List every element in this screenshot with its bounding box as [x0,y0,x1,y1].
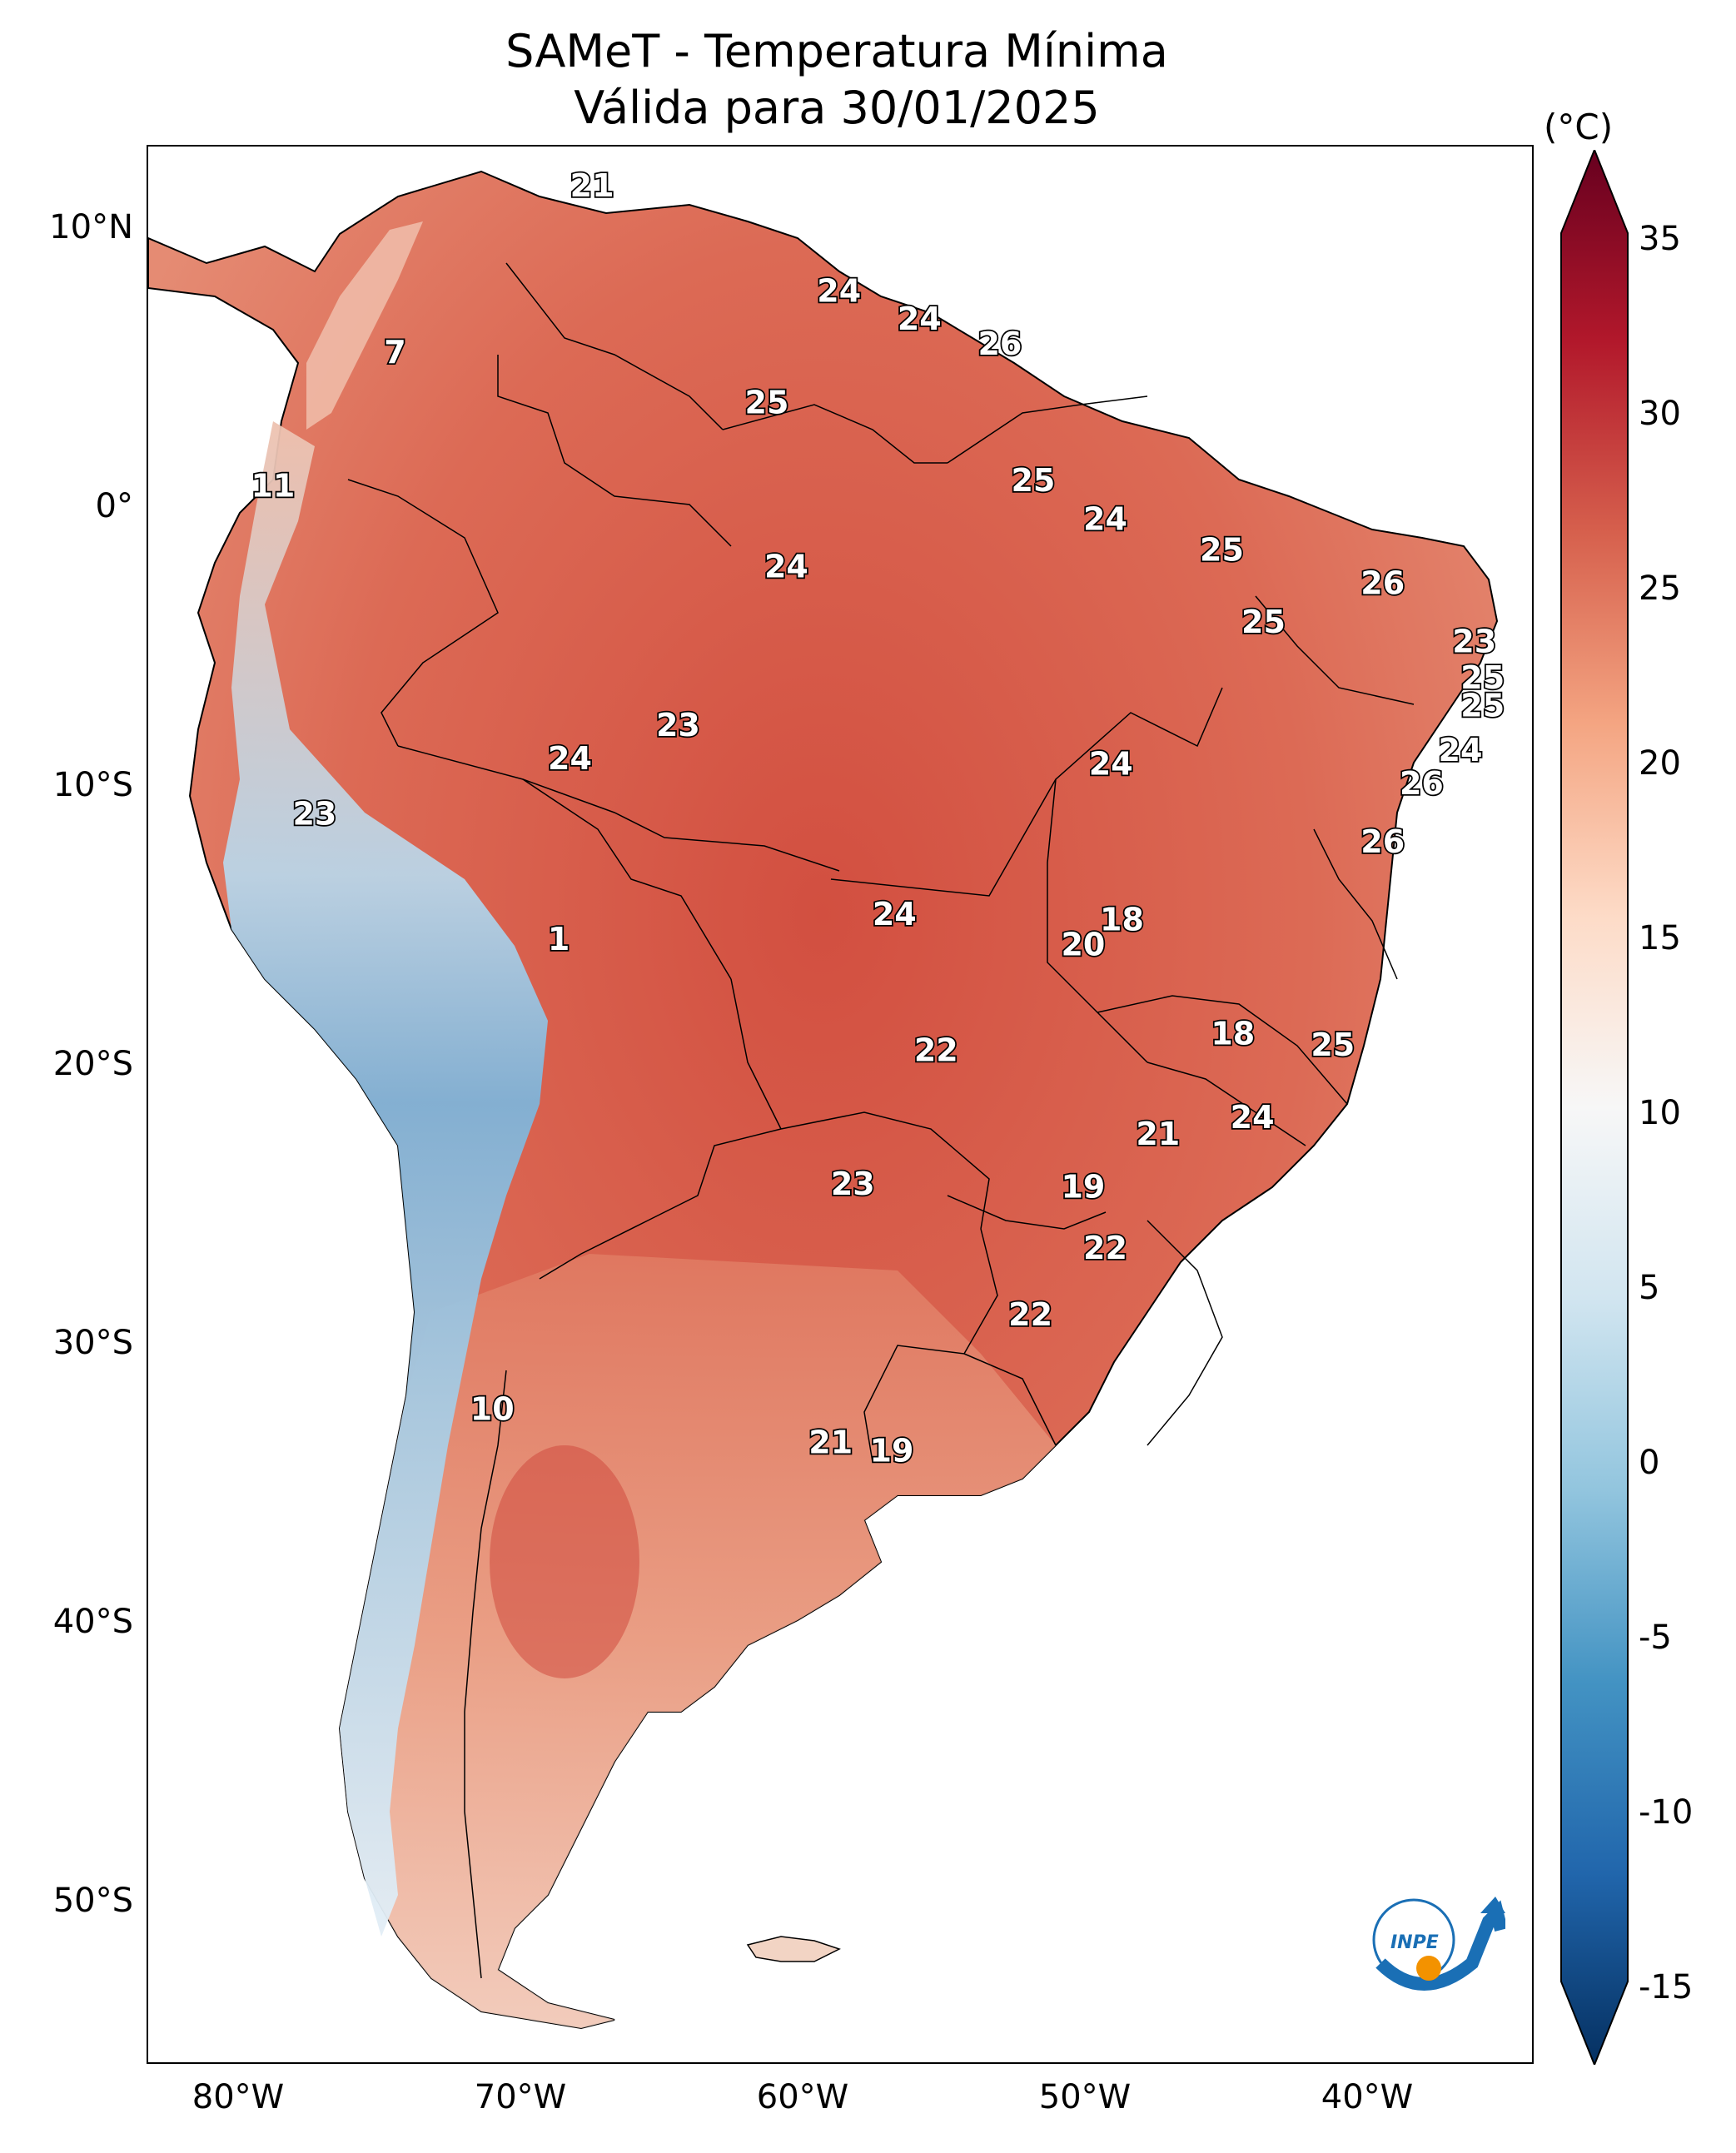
city-value-label: 25 [745,384,789,420]
city-value-label: 11 [251,468,295,505]
lat-label-20s: 20°S [52,1045,133,1083]
colorbar-tick-minus5: -5 [1639,1618,1672,1657]
city-value-label: 26 [977,326,1022,362]
city-value-label: 21 [808,1425,853,1461]
city-value-label: 19 [1061,1168,1105,1205]
lat-label-0: 0° [95,487,133,525]
colorbar-tick-30: 30 [1639,395,1681,433]
city-value-label: 18 [1100,902,1144,938]
city-value-label: 24 [898,301,942,337]
city-value-label: 24 [548,740,592,777]
city-value-label: 25 [1460,688,1505,724]
city-value-label: 1 [548,921,570,957]
city-value-label: 24 [1089,746,1133,783]
temperature-map: 2171123110242426252524252625232525242626… [148,166,1506,2030]
city-value-label: 25 [1011,462,1055,499]
lat-label-10n: 10°N [49,208,133,246]
city-value-labels: 2171123110242426252524252625232525242626… [250,166,1506,1470]
city-value-label: 26 [1400,765,1444,802]
city-value-label: 24 [1439,732,1483,768]
city-value-label: 7 [384,334,405,370]
inpe-logo: INPE [1372,1897,1505,1991]
andes-cold-band [223,421,548,1937]
lon-label-60w: 60°W [756,2078,849,2116]
colorbar-gradient [1560,150,1629,2065]
colorbar-tick-15: 15 [1639,919,1681,957]
city-value-label: 25 [1200,531,1244,568]
colorbar [1560,150,1629,2065]
colorbar-tick-25: 25 [1639,569,1681,608]
city-value-label: 24 [764,548,808,584]
city-value-label: 24 [1231,1099,1275,1136]
city-value-label: 20 [1061,927,1105,963]
colorbar-tick-35: 35 [1639,220,1681,258]
colombian-highlands [306,221,423,430]
falkland-islands [746,1936,841,1962]
title-line-1: SAMeT - Temperatura Mínima [505,25,1168,77]
city-value-label: 24 [1083,501,1127,538]
lat-label-10s: 10°S [52,766,133,804]
city-value-label: 24 [817,273,861,310]
lon-label-50w: 50°W [1038,2078,1132,2116]
city-value-label: 23 [292,796,336,833]
city-value-label: 19 [870,1433,914,1469]
country-borders [347,262,1415,1979]
city-value-label: 25 [1311,1027,1355,1063]
city-value-label: 26 [1360,565,1405,602]
city-value-label: 18 [1211,1016,1255,1052]
inpe-logo-text: INPE [1390,1932,1439,1953]
map-title: SAMeT - Temperatura Mínima Válida para 3… [0,23,1674,137]
title-line-2: Válida para 30/01/2025 [574,82,1100,134]
city-value-label: 22 [1008,1296,1052,1333]
colorbar-tick-minus10: -10 [1639,1793,1694,1832]
city-value-label: 26 [1360,823,1405,860]
city-value-label: 23 [656,707,700,743]
lon-label-40w: 40°W [1321,2078,1414,2116]
city-value-label: 21 [570,167,614,204]
city-value-label: 22 [1083,1230,1127,1266]
city-value-label: 23 [1452,624,1496,660]
city-value-label: 21 [1136,1116,1180,1152]
warm-patch-argentina [490,1445,639,1678]
colorbar-tick-20: 20 [1639,744,1681,783]
colorbar-unit: (°C) [1544,107,1614,147]
city-value-label: 22 [914,1032,958,1069]
lat-label-40s: 40°S [52,1603,133,1641]
lat-label-30s: 30°S [52,1324,133,1362]
colorbar-tick-5: 5 [1639,1269,1660,1307]
lat-label-50s: 50°S [52,1882,133,1920]
city-value-label: 23 [831,1166,875,1202]
city-value-label: 25 [1241,604,1286,640]
city-value-label: 10 [470,1391,515,1428]
southern-cone-shading [340,1254,1056,2028]
city-value-label: 25 [1460,659,1505,696]
lon-label-80w: 80°W [192,2078,285,2116]
colorbar-tick-10: 10 [1639,1094,1681,1132]
colorbar-tick-minus15: -15 [1639,1968,1694,2006]
map-panel: 21 7 11 23 1 10 24 24 26 25 25 24 25 26 25 23 25 25 24 26 26… [147,145,1534,2064]
lon-label-70w: 70°W [474,2078,567,2116]
city-value-label: 24 [873,896,917,932]
colorbar-tick-0: 0 [1639,1444,1660,1482]
